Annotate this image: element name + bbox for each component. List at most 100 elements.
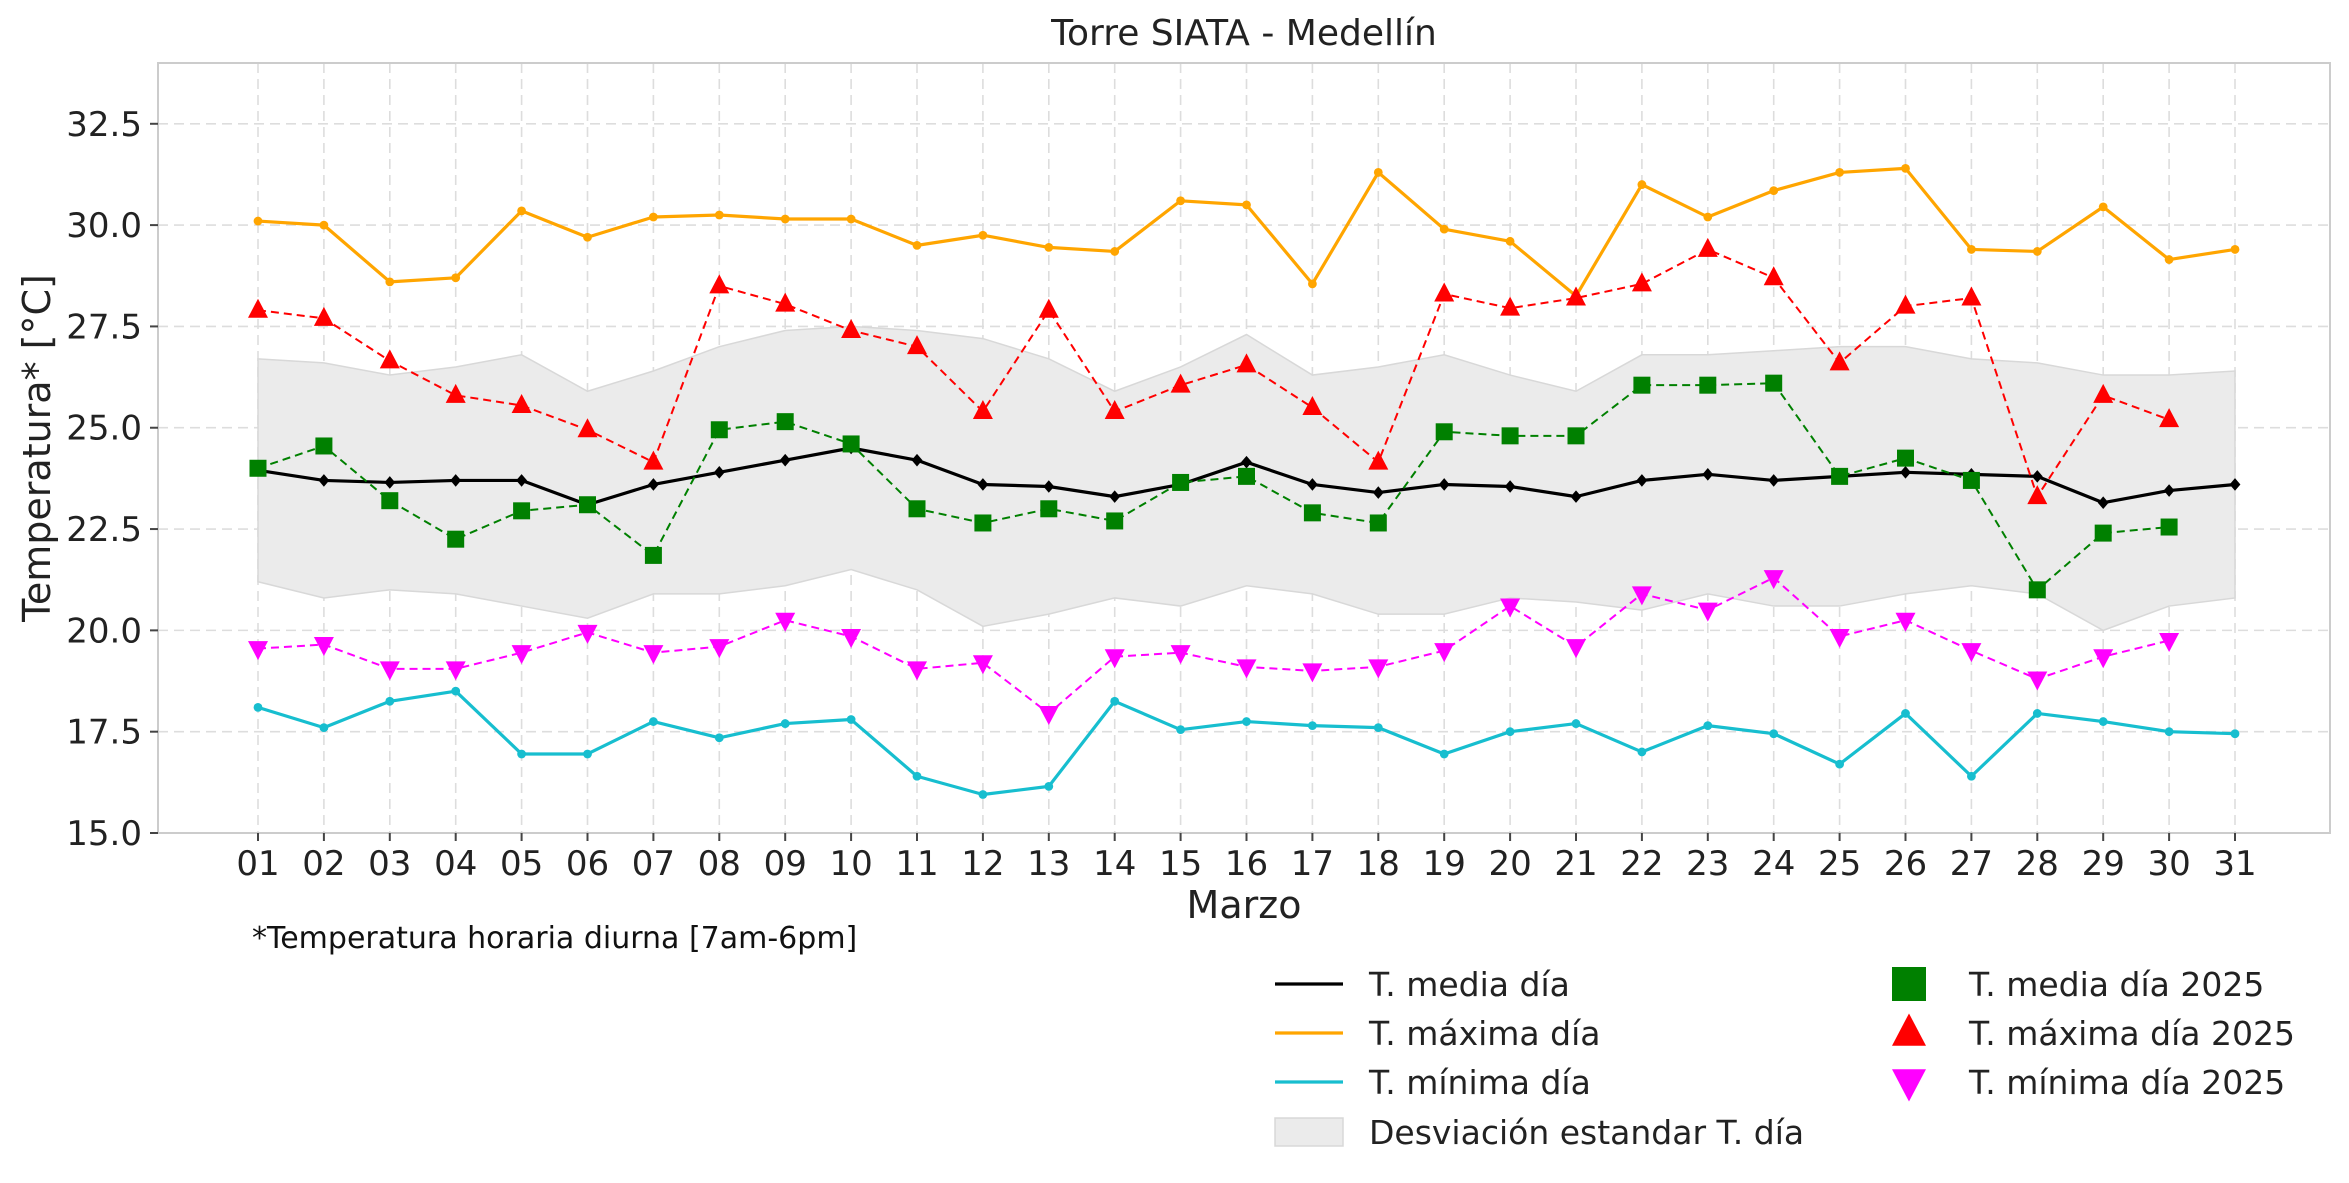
data-point: [2097, 496, 2109, 510]
data-point: [249, 459, 267, 477]
data-point: [1038, 705, 1059, 725]
data-point: [451, 273, 461, 283]
x-tick-label: 09: [764, 844, 807, 884]
data-point: [1439, 749, 1449, 759]
data-point: [1109, 490, 1121, 503]
data-point: [1236, 353, 1257, 373]
data-point: [513, 502, 531, 520]
data-point: [2163, 484, 2175, 497]
data-point: [1368, 450, 1389, 470]
data-point: [583, 749, 592, 759]
data-point: [517, 206, 526, 216]
data-point: [710, 421, 728, 439]
data-point: [2159, 408, 2180, 428]
data-point: [248, 641, 268, 661]
data-point: [841, 628, 862, 648]
data-point: [1567, 427, 1585, 445]
data-point: [253, 216, 263, 226]
data-point: [709, 639, 730, 659]
data-point: [1501, 427, 1519, 445]
data-point: [2093, 649, 2114, 669]
data-point: [313, 637, 334, 657]
data-point: [1242, 200, 1251, 210]
legend-item: T. máxima día: [1275, 1014, 1600, 1053]
x-tick-label: 03: [368, 844, 411, 884]
data-point: [709, 274, 730, 294]
data-point: [2230, 729, 2240, 739]
data-point: [1900, 466, 1911, 479]
data-point: [911, 453, 923, 467]
data-point: [511, 645, 532, 665]
data-point: [450, 474, 462, 487]
data-point: [313, 306, 334, 326]
y-axis-label: Temperatura* [°C]: [15, 274, 59, 623]
data-point: [1369, 514, 1387, 532]
data-point: [319, 723, 329, 733]
legend-item: T. mínima día 2025: [1892, 1063, 2285, 1102]
data-point: [315, 437, 333, 455]
data-point: [1571, 719, 1581, 728]
data-point: [776, 413, 794, 431]
data-point: [1835, 168, 1844, 177]
data-point: [1699, 376, 1717, 394]
data-point: [2098, 202, 2108, 212]
x-tick-label: 05: [500, 844, 543, 884]
x-tick-label: 17: [1291, 844, 1334, 884]
data-point: [1703, 212, 1713, 222]
x-tick-label: 10: [829, 844, 872, 884]
data-point: [2229, 478, 2241, 491]
data-point: [1308, 721, 1317, 731]
data-point: [577, 418, 598, 438]
legend-label: T. mínima día: [1368, 1063, 1591, 1102]
data-point: [2027, 485, 2048, 505]
y-tick-label: 22.5: [66, 510, 142, 550]
data-point: [1368, 659, 1389, 679]
data-point: [1302, 395, 1323, 415]
series-t-media-dia-2025: [249, 374, 2178, 599]
data-point: [385, 696, 395, 706]
x-tick-label: 18: [1357, 844, 1400, 884]
data-point: [907, 661, 927, 681]
data-point: [841, 318, 862, 338]
data-point: [1110, 247, 1120, 256]
data-point: [447, 530, 465, 548]
series-t-minima-dia: [253, 686, 2240, 799]
data-point: [643, 645, 664, 665]
legend-label: T. máxima día: [1368, 1014, 1600, 1053]
x-tick-label: 04: [434, 844, 477, 884]
data-point: [1438, 478, 1450, 491]
data-point: [644, 546, 662, 564]
data-point: [1961, 643, 1982, 663]
data-point: [1829, 628, 1850, 648]
legend-label: Desviación estandar T. día: [1369, 1113, 1804, 1152]
plot-frame: [157, 62, 2331, 834]
data-point: [779, 453, 791, 467]
data-point: [713, 466, 725, 479]
legend-swatch: [1892, 1013, 1926, 1046]
data-point: [972, 400, 993, 420]
data-point: [1104, 649, 1125, 669]
x-tick-label: 15: [1159, 844, 1202, 884]
x-tick-label: 27: [1950, 844, 1993, 884]
legend: T. media día T. máxima día T. mínima día De…: [1274, 965, 2295, 1152]
data-point: [1241, 455, 1252, 469]
data-point: [1566, 286, 1586, 306]
data-point: [1763, 570, 1784, 590]
y-tick-label: 30.0: [66, 206, 142, 246]
x-tick-label: 31: [2213, 844, 2256, 884]
data-point: [1897, 449, 1914, 467]
legend-item: T. media día 2025: [1892, 965, 2264, 1004]
data-point: [2028, 581, 2046, 599]
x-tick-label: 01: [236, 844, 279, 884]
legend-item: T. máxima día 2025: [1892, 1013, 2295, 1053]
data-point: [445, 383, 466, 403]
data-point: [1500, 296, 1521, 316]
data-point: [643, 450, 664, 470]
series-t-minima-dia-2025: [248, 570, 2180, 725]
data-point: [1043, 480, 1055, 493]
data-point: [1308, 279, 1317, 289]
data-point: [1636, 474, 1648, 487]
data-point: [1106, 512, 1124, 530]
data-point: [846, 715, 856, 724]
